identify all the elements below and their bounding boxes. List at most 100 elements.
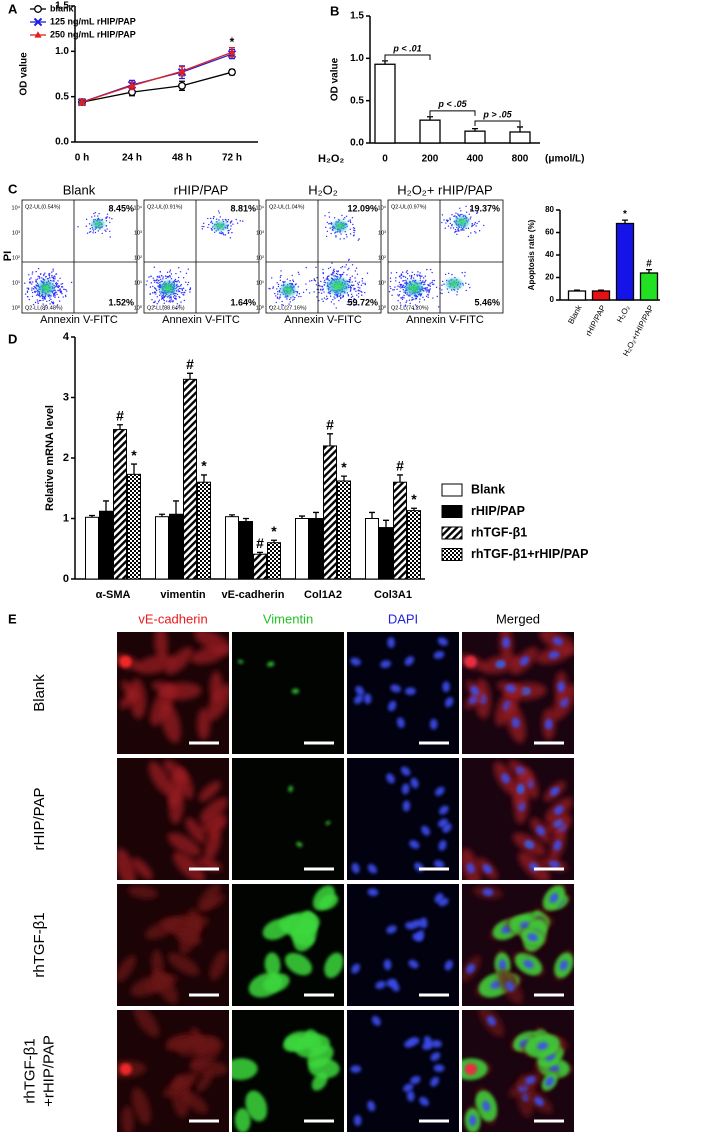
event-dot [405, 271, 408, 273]
event-dot [219, 216, 221, 218]
y-tick-label: 3 [63, 391, 69, 403]
event-dot [405, 301, 407, 304]
event-dot [109, 236, 111, 238]
event-dot [34, 286, 36, 289]
annotation: # [116, 407, 124, 423]
event-dot [27, 296, 29, 298]
event-dot [35, 290, 37, 293]
nucleus [430, 1040, 442, 1048]
event-dot [178, 285, 180, 288]
event-dot [242, 220, 244, 222]
event-dot [415, 305, 418, 307]
event-dot [38, 294, 41, 296]
event-dot [176, 303, 179, 305]
event-dot [413, 279, 415, 282]
comparison-label: p > .05 [482, 109, 512, 119]
event-dot [447, 291, 450, 293]
event-dot [163, 296, 165, 298]
event-dot [30, 277, 32, 279]
x-tick-label: 0 h [75, 153, 89, 164]
event-dot [336, 270, 338, 272]
event-dot [167, 275, 170, 278]
column-label: Vimentin [263, 611, 313, 626]
event-dot [471, 225, 473, 228]
event-dot [24, 282, 26, 284]
event-dot [322, 272, 324, 274]
cell-red [160, 702, 181, 744]
cell-green [248, 972, 283, 998]
event-dot [297, 271, 300, 274]
event-dot [159, 281, 161, 284]
event-dot [420, 293, 423, 295]
event-dot [454, 277, 456, 279]
annotation: # [646, 258, 652, 269]
event-dot [52, 301, 55, 303]
event-dot [344, 292, 346, 294]
quadrant-ll: Q2-LL(27.16%) [269, 305, 307, 311]
x-tick-label: 800 [512, 154, 529, 165]
event-dot [318, 299, 320, 302]
y-tick-label: 10¹ [378, 280, 386, 286]
event-dot [64, 294, 67, 297]
event-dot [353, 231, 355, 234]
event-dot [298, 295, 300, 298]
nucleus [390, 684, 402, 693]
event-dot [399, 285, 402, 287]
event-dot [177, 289, 179, 291]
event-dot [49, 297, 51, 299]
density-core [216, 223, 224, 229]
bar [374, 63, 396, 144]
event-dot [292, 279, 294, 281]
event-dot [446, 288, 449, 290]
event-dot [441, 221, 443, 224]
event-dot [348, 267, 350, 269]
event-dot [324, 215, 326, 217]
event-dot [232, 223, 234, 225]
event-dot [151, 298, 153, 301]
event-dot [324, 282, 327, 284]
event-dot [172, 301, 174, 303]
event-dot [35, 294, 38, 296]
event-dot [398, 294, 401, 296]
event-dot [175, 295, 177, 297]
bar [509, 131, 531, 144]
y-tick-label: 10² [256, 255, 264, 261]
event-dot [455, 212, 457, 214]
density-core [94, 221, 102, 227]
event-dot [277, 285, 280, 288]
cell-red [131, 1087, 151, 1125]
cell-green [245, 1090, 268, 1122]
y-tick-label: 10³ [134, 230, 142, 236]
event-dot [350, 288, 352, 290]
nucleus [434, 893, 444, 903]
event-dot [341, 296, 344, 298]
comparison-label: p < .05 [437, 99, 467, 109]
nucleus [367, 1100, 376, 1112]
event-dot [284, 296, 286, 298]
event-dot [340, 233, 342, 235]
nucleus [511, 717, 520, 729]
event-dot [158, 294, 161, 297]
event-dot [424, 281, 426, 283]
annotation: # [256, 535, 264, 551]
event-dot [56, 304, 59, 306]
event-dot [393, 289, 395, 291]
event-dot [364, 283, 366, 286]
event-dot [60, 291, 63, 293]
event-dot [398, 281, 401, 284]
y-tick-label: 0.5 [55, 91, 69, 102]
event-dot [366, 272, 369, 274]
event-dot [451, 223, 453, 226]
event-dot [156, 296, 158, 298]
nucleus [430, 1076, 440, 1087]
event-dot [175, 308, 178, 310]
event-dot [160, 298, 163, 300]
event-dot [166, 271, 169, 274]
plot-frame [143, 199, 260, 314]
bar [591, 290, 611, 301]
density-core [458, 219, 466, 225]
event-dot [429, 284, 431, 286]
bracket [429, 110, 476, 116]
